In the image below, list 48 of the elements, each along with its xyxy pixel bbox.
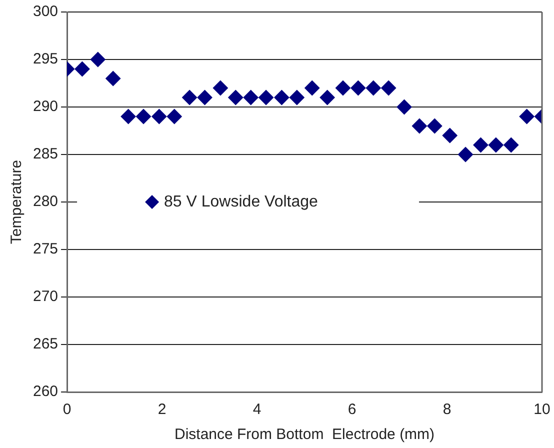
- point: [304, 80, 320, 96]
- point: [458, 147, 474, 162]
- x-axis-title: Distance From Bottom Electrode (mm): [174, 426, 435, 444]
- point: [473, 138, 488, 152]
- point: [442, 128, 458, 143]
- x-tick-label: 0: [62, 401, 72, 418]
- x-tick-label: 4: [252, 401, 262, 418]
- point: [136, 109, 151, 124]
- point: [182, 90, 198, 105]
- x-tick-label: 8: [442, 401, 452, 418]
- point: [396, 100, 412, 114]
- y-tick-label: 280: [32, 193, 58, 210]
- point: [289, 90, 304, 105]
- point: [228, 90, 244, 105]
- point: [412, 118, 427, 134]
- point: [274, 90, 290, 105]
- point: [120, 109, 136, 124]
- point: [212, 80, 228, 96]
- point: [258, 90, 274, 105]
- point: [350, 80, 366, 96]
- point: [320, 90, 335, 105]
- point: [197, 90, 212, 105]
- point: [166, 109, 182, 124]
- point: [519, 109, 534, 124]
- point: [335, 80, 350, 96]
- point: [488, 138, 504, 152]
- point: [74, 62, 90, 76]
- y-axis-title: Temperature: [8, 160, 26, 244]
- y-tick-label: 270: [32, 288, 58, 306]
- point: [152, 109, 167, 124]
- point: [243, 90, 258, 105]
- y-tick-label: 295: [32, 50, 58, 68]
- y-tick-label: 300: [32, 3, 58, 20]
- y-tick-label: 285: [32, 146, 58, 163]
- y-tick-label: 275: [32, 240, 58, 258]
- x-tick-label: 6: [348, 401, 356, 418]
- point: [504, 138, 519, 152]
- point: [427, 118, 442, 134]
- y-tick-label: 290: [32, 98, 58, 116]
- x-tick-label: 10: [534, 401, 550, 418]
- legend-label: 85 V Lowside Voltage: [164, 193, 318, 210]
- point: [90, 52, 106, 67]
- y-tick-label: 265: [32, 336, 58, 353]
- point: [106, 71, 121, 86]
- y-tick-label: 260: [32, 383, 58, 400]
- x-tick-label: 2: [158, 401, 166, 418]
- point: [366, 80, 381, 96]
- point: [381, 80, 396, 96]
